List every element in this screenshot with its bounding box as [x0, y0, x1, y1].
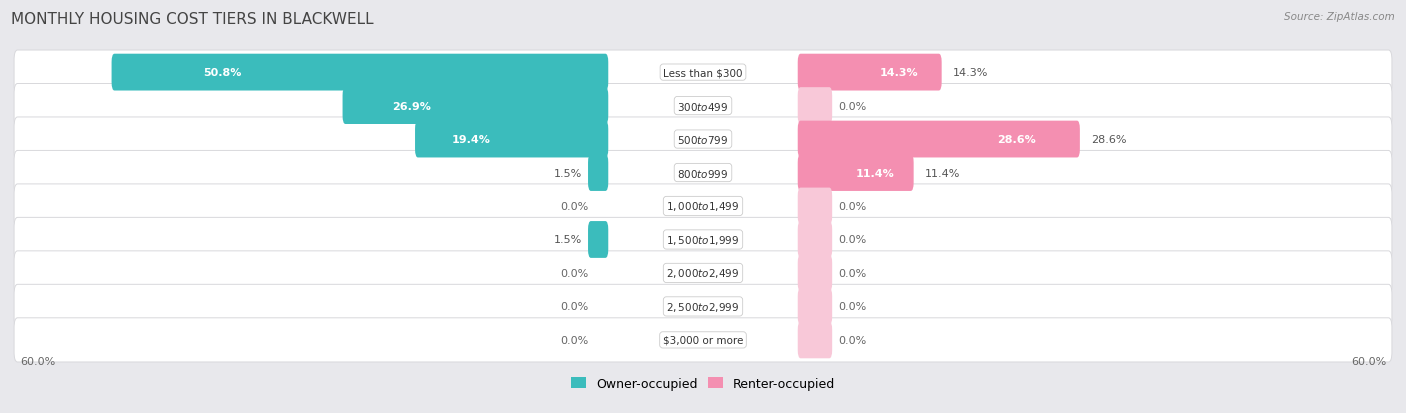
FancyBboxPatch shape — [797, 88, 832, 125]
FancyBboxPatch shape — [797, 55, 942, 91]
Text: 0.0%: 0.0% — [560, 268, 588, 278]
Text: $300 to $499: $300 to $499 — [678, 100, 728, 112]
FancyBboxPatch shape — [797, 322, 832, 358]
FancyBboxPatch shape — [14, 285, 1392, 329]
Text: 19.4%: 19.4% — [451, 135, 491, 145]
Text: Less than $300: Less than $300 — [664, 68, 742, 78]
FancyBboxPatch shape — [14, 151, 1392, 195]
Text: 28.6%: 28.6% — [997, 135, 1036, 145]
FancyBboxPatch shape — [797, 188, 832, 225]
Text: $1,500 to $1,999: $1,500 to $1,999 — [666, 233, 740, 247]
FancyBboxPatch shape — [14, 318, 1392, 362]
Text: $2,000 to $2,499: $2,000 to $2,499 — [666, 267, 740, 280]
FancyBboxPatch shape — [14, 118, 1392, 162]
Text: $800 to $999: $800 to $999 — [678, 167, 728, 179]
FancyBboxPatch shape — [14, 251, 1392, 295]
Text: 0.0%: 0.0% — [838, 301, 866, 312]
Text: 0.0%: 0.0% — [560, 202, 588, 211]
Text: $2,500 to $2,999: $2,500 to $2,999 — [666, 300, 740, 313]
Text: 0.0%: 0.0% — [838, 235, 866, 245]
Text: 11.4%: 11.4% — [925, 168, 960, 178]
FancyBboxPatch shape — [415, 121, 609, 158]
Text: 50.8%: 50.8% — [202, 68, 242, 78]
Text: 60.0%: 60.0% — [1351, 356, 1386, 366]
Text: 60.0%: 60.0% — [20, 356, 55, 366]
Legend: Owner-occupied, Renter-occupied: Owner-occupied, Renter-occupied — [567, 372, 839, 395]
Text: 1.5%: 1.5% — [554, 235, 582, 245]
FancyBboxPatch shape — [343, 88, 609, 125]
FancyBboxPatch shape — [588, 221, 609, 258]
Text: 0.0%: 0.0% — [560, 335, 588, 345]
Text: 26.9%: 26.9% — [392, 101, 432, 112]
FancyBboxPatch shape — [14, 51, 1392, 95]
FancyBboxPatch shape — [797, 288, 832, 325]
Text: 28.6%: 28.6% — [1091, 135, 1126, 145]
FancyBboxPatch shape — [14, 185, 1392, 228]
Text: 0.0%: 0.0% — [838, 101, 866, 112]
Text: 14.3%: 14.3% — [953, 68, 988, 78]
FancyBboxPatch shape — [588, 155, 609, 192]
FancyBboxPatch shape — [14, 84, 1392, 128]
Text: $3,000 or more: $3,000 or more — [662, 335, 744, 345]
FancyBboxPatch shape — [797, 121, 1080, 158]
Text: 0.0%: 0.0% — [838, 202, 866, 211]
FancyBboxPatch shape — [797, 221, 832, 258]
Text: 11.4%: 11.4% — [855, 168, 894, 178]
Text: 1.5%: 1.5% — [554, 168, 582, 178]
Text: 14.3%: 14.3% — [879, 68, 918, 78]
FancyBboxPatch shape — [797, 255, 832, 292]
FancyBboxPatch shape — [111, 55, 609, 91]
FancyBboxPatch shape — [797, 155, 914, 192]
Text: MONTHLY HOUSING COST TIERS IN BLACKWELL: MONTHLY HOUSING COST TIERS IN BLACKWELL — [11, 12, 374, 27]
Text: $1,000 to $1,499: $1,000 to $1,499 — [666, 200, 740, 213]
Text: 0.0%: 0.0% — [838, 335, 866, 345]
Text: $500 to $799: $500 to $799 — [678, 134, 728, 146]
FancyBboxPatch shape — [14, 218, 1392, 262]
Text: 0.0%: 0.0% — [838, 268, 866, 278]
Text: Source: ZipAtlas.com: Source: ZipAtlas.com — [1284, 12, 1395, 22]
Text: 0.0%: 0.0% — [560, 301, 588, 312]
